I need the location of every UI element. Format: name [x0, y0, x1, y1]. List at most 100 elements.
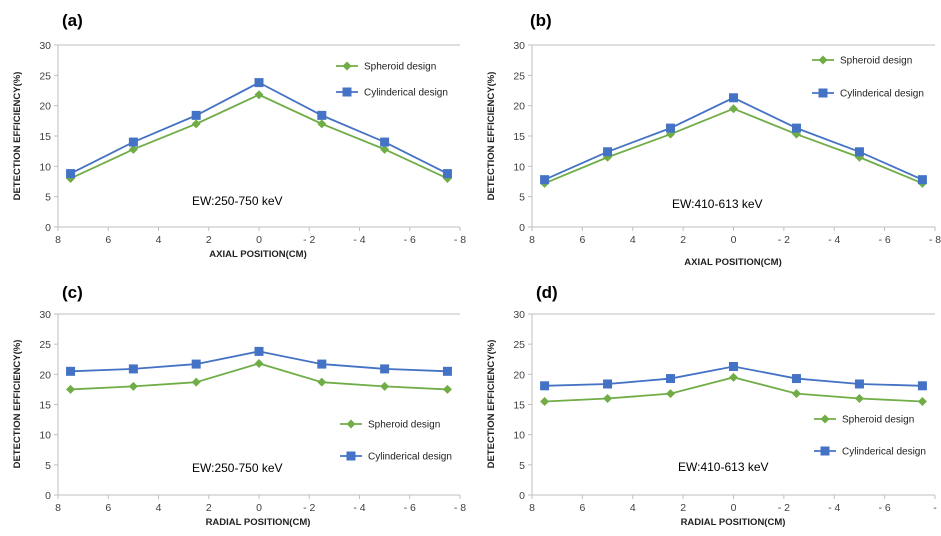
x-tick-label: 4 [156, 502, 162, 514]
x-tick-label: - 8 [454, 502, 466, 514]
panel-label: (b) [530, 11, 552, 30]
y-tick-label: 5 [45, 192, 51, 204]
y-tick-label: 20 [39, 101, 51, 113]
y-axis-title: DETECTION EFFICIENCY(%) [12, 340, 23, 469]
legend-marker [820, 414, 830, 424]
x-tick-label: - 6 [878, 502, 890, 514]
data-point [317, 359, 327, 369]
x-tick-label: - 6 [404, 234, 416, 246]
x-tick-label: 0 [731, 234, 737, 246]
data-point [442, 169, 452, 179]
y-tick-label: 15 [39, 131, 51, 143]
data-point [128, 364, 138, 374]
data-point [66, 384, 76, 394]
legend-label: Cylinderical design [368, 452, 452, 463]
y-tick-label: 30 [39, 40, 51, 52]
legend-label: Spheroid design [368, 420, 440, 431]
data-point [317, 377, 327, 387]
y-tick-label: 0 [519, 222, 525, 234]
x-tick-label: 4 [156, 234, 162, 246]
y-axis-title: DETECTION EFFICIENCY(%) [486, 340, 497, 469]
y-tick-label: 25 [39, 339, 51, 351]
energy-window-annotation: EW:410-613 keV [678, 460, 769, 474]
data-point [254, 358, 264, 368]
legend-label: Cylinderical design [842, 447, 926, 458]
data-point [729, 104, 738, 114]
data-point [128, 137, 138, 147]
data-point [666, 374, 676, 384]
x-tick-label: 8 [529, 502, 535, 514]
y-tick-label: 20 [39, 369, 51, 381]
x-tick-label: 6 [579, 502, 585, 514]
data-point [917, 381, 927, 391]
data-point [317, 119, 327, 129]
legend-marker [818, 55, 828, 65]
y-tick-label: 25 [39, 70, 51, 82]
legend-label: Cylinderical design [840, 89, 924, 100]
energy-window-annotation: EW:250-750 keV [192, 461, 283, 475]
data-point [191, 359, 201, 369]
data-point [254, 346, 264, 356]
data-point [791, 389, 801, 399]
data-point [603, 393, 613, 403]
data-point [666, 389, 676, 399]
legend-marker [346, 451, 356, 461]
data-point [254, 78, 264, 88]
y-tick-label: 0 [45, 490, 51, 502]
y-tick-label: 10 [39, 430, 51, 442]
data-point [666, 123, 676, 133]
y-tick-label: 30 [513, 309, 525, 321]
x-tick-label: 4 [630, 502, 636, 514]
x-tick-label: - 4 [828, 234, 840, 246]
x-tick-label: 8 [529, 234, 535, 246]
data-point [128, 381, 138, 391]
y-tick-label: 10 [39, 161, 51, 173]
x-tick-label: 6 [105, 234, 111, 246]
y-tick-label: 5 [519, 192, 525, 204]
x-tick-label: - 2 [303, 502, 315, 514]
y-tick-label: 10 [513, 430, 525, 442]
panel-label: (d) [536, 283, 558, 302]
legend-label: Cylinderical design [364, 88, 448, 99]
legend-marker [342, 87, 352, 97]
x-tick-label: 6 [579, 234, 585, 246]
energy-window-annotation: EW:250-750 keV [192, 194, 283, 208]
x-tick-label: 2 [206, 502, 212, 514]
y-axis-title: DETECTION EFFICIENCY(%) [12, 72, 23, 201]
data-point [191, 119, 201, 129]
x-tick-label: - 4 [353, 234, 365, 246]
series-line-0 [544, 107, 923, 185]
x-tick-label: 0 [256, 234, 262, 246]
x-tick-label: 2 [680, 234, 686, 246]
series-line-0 [70, 93, 448, 180]
data-point [66, 366, 76, 376]
data-point [540, 175, 550, 185]
data-point [917, 396, 927, 406]
x-tick-label: - 8 [454, 234, 466, 246]
data-point [128, 144, 138, 154]
panel-label: (c) [62, 283, 83, 302]
x-tick-label: 8 [55, 502, 61, 514]
data-point [854, 393, 864, 403]
x-tick-label: 0 [256, 502, 262, 514]
x-axis-title: AXIAL POSITION(CM) [209, 249, 306, 260]
x-axis-title: RADIAL POSITION(CM) [206, 517, 311, 528]
data-point [442, 366, 452, 376]
data-point [442, 384, 452, 394]
data-point [729, 372, 738, 382]
x-tick-label: 4 [630, 234, 636, 246]
x-tick-label: - 2 [303, 234, 315, 246]
x-tick-label: - 6 [404, 502, 416, 514]
x-tick-label: 6 [105, 502, 111, 514]
legend-marker [346, 419, 356, 429]
data-point [729, 361, 738, 371]
y-tick-label: 15 [513, 400, 525, 412]
data-point [917, 175, 927, 185]
legend-label: Spheroid design [840, 56, 912, 67]
x-tick-label: - 6 [878, 234, 890, 246]
